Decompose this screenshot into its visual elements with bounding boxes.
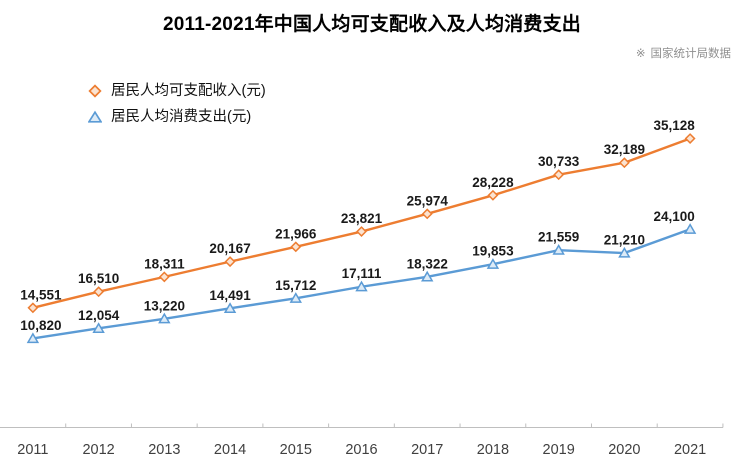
svg-text:13,220: 13,220	[144, 298, 185, 313]
svg-text:16,510: 16,510	[78, 271, 119, 286]
diamond-marker-icon	[88, 84, 102, 98]
svg-text:19,853: 19,853	[472, 244, 514, 259]
svg-text:18,322: 18,322	[407, 256, 448, 271]
svg-text:2016: 2016	[345, 442, 377, 458]
svg-text:17,111: 17,111	[342, 266, 382, 281]
source-note-text: 国家统计局数据	[650, 48, 732, 60]
source-note: ※ 国家统计局数据	[636, 45, 731, 61]
reference-mark-icon: ※	[635, 48, 646, 60]
legend-item-expenditure: 居民人均消费支出(元)	[88, 106, 266, 128]
legend-label-income: 居民人均可支配收入(元)	[111, 83, 266, 99]
svg-text:2017: 2017	[411, 442, 443, 458]
svg-text:35,128: 35,128	[653, 118, 695, 133]
svg-text:2019: 2019	[543, 442, 575, 458]
chart-title: 2011-2021年中国人均可支配收入及人均消费支出	[162, 14, 581, 35]
svg-text:2020: 2020	[608, 442, 640, 458]
svg-text:2011: 2011	[17, 442, 48, 458]
svg-text:14,491: 14,491	[209, 288, 251, 303]
svg-text:2021: 2021	[674, 442, 706, 458]
svg-text:15,712: 15,712	[275, 278, 316, 293]
svg-text:20,167: 20,167	[209, 241, 250, 256]
svg-text:10,820: 10,820	[20, 318, 61, 333]
svg-text:28,228: 28,228	[472, 175, 514, 190]
svg-text:12,054: 12,054	[78, 308, 120, 323]
svg-text:24,100: 24,100	[653, 209, 694, 224]
svg-text:23,821: 23,821	[341, 211, 383, 226]
legend-item-income: 居民人均可支配收入(元)	[88, 80, 266, 102]
svg-text:21,559: 21,559	[538, 230, 579, 245]
svg-text:25,974: 25,974	[407, 193, 449, 208]
svg-text:14,551: 14,551	[20, 287, 62, 302]
svg-text:2018: 2018	[477, 442, 509, 458]
svg-text:21,966: 21,966	[275, 226, 317, 241]
triangle-marker-icon	[88, 110, 102, 124]
svg-text:2015: 2015	[280, 442, 312, 458]
svg-text:2013: 2013	[148, 442, 180, 458]
svg-text:2012: 2012	[82, 442, 114, 458]
svg-text:18,311: 18,311	[144, 256, 185, 271]
legend-label-expenditure: 居民人均消费支出(元)	[111, 109, 252, 125]
legend: 居民人均可支配收入(元) 居民人均消费支出(元)	[88, 80, 266, 128]
svg-text:32,189: 32,189	[604, 142, 645, 157]
svg-text:30,733: 30,733	[538, 154, 580, 169]
svg-text:21,210: 21,210	[604, 233, 645, 248]
svg-text:2014: 2014	[214, 442, 246, 458]
